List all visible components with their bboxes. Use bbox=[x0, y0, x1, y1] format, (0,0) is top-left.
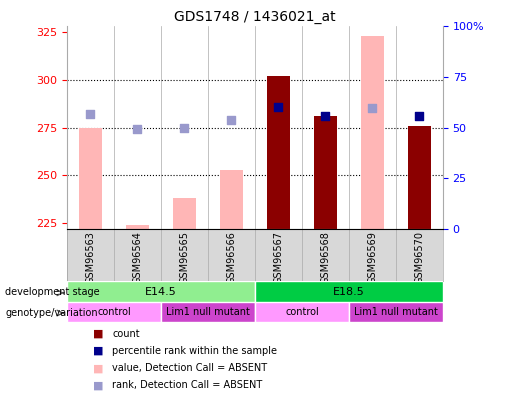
Point bbox=[87, 111, 95, 117]
Bar bbox=[173, 198, 196, 229]
Bar bbox=[220, 170, 243, 229]
Bar bbox=[79, 128, 102, 229]
Point bbox=[321, 113, 330, 119]
Text: GSM96568: GSM96568 bbox=[320, 231, 331, 284]
Bar bbox=[314, 116, 337, 229]
Text: count: count bbox=[112, 329, 140, 339]
Text: GSM96563: GSM96563 bbox=[85, 231, 95, 284]
Text: ■: ■ bbox=[93, 363, 103, 373]
Text: GSM96570: GSM96570 bbox=[415, 231, 424, 284]
Bar bbox=[349, 302, 443, 322]
Point bbox=[133, 126, 142, 133]
Text: E14.5: E14.5 bbox=[145, 287, 177, 296]
Point bbox=[368, 105, 376, 112]
Text: Lim1 null mutant: Lim1 null mutant bbox=[166, 307, 250, 317]
Bar bbox=[161, 302, 255, 322]
Text: Lim1 null mutant: Lim1 null mutant bbox=[354, 307, 438, 317]
Text: GSM96567: GSM96567 bbox=[273, 231, 283, 284]
Text: rank, Detection Call = ABSENT: rank, Detection Call = ABSENT bbox=[112, 380, 263, 390]
Bar bbox=[267, 76, 290, 229]
Bar bbox=[255, 281, 443, 302]
Title: GDS1748 / 1436021_at: GDS1748 / 1436021_at bbox=[174, 10, 336, 24]
Text: GSM96564: GSM96564 bbox=[132, 231, 143, 284]
Bar bbox=[408, 126, 431, 229]
Text: GSM96565: GSM96565 bbox=[179, 231, 190, 284]
Text: GSM96569: GSM96569 bbox=[367, 231, 377, 284]
Text: ■: ■ bbox=[93, 380, 103, 390]
Bar bbox=[360, 36, 384, 229]
Text: genotype/variation: genotype/variation bbox=[5, 308, 98, 318]
Point bbox=[227, 117, 235, 123]
Bar bbox=[126, 225, 149, 229]
Text: E18.5: E18.5 bbox=[333, 287, 365, 296]
Bar bbox=[67, 281, 255, 302]
Point bbox=[180, 124, 188, 131]
Text: ■: ■ bbox=[93, 346, 103, 356]
Text: control: control bbox=[97, 307, 131, 317]
Text: percentile rank within the sample: percentile rank within the sample bbox=[112, 346, 277, 356]
Point bbox=[274, 103, 283, 110]
Point bbox=[415, 113, 423, 119]
Text: GSM96566: GSM96566 bbox=[227, 231, 236, 284]
Text: value, Detection Call = ABSENT: value, Detection Call = ABSENT bbox=[112, 363, 267, 373]
Bar bbox=[67, 302, 161, 322]
Text: development stage: development stage bbox=[5, 288, 100, 297]
Text: ■: ■ bbox=[93, 329, 103, 339]
Text: control: control bbox=[285, 307, 319, 317]
Bar bbox=[255, 302, 349, 322]
